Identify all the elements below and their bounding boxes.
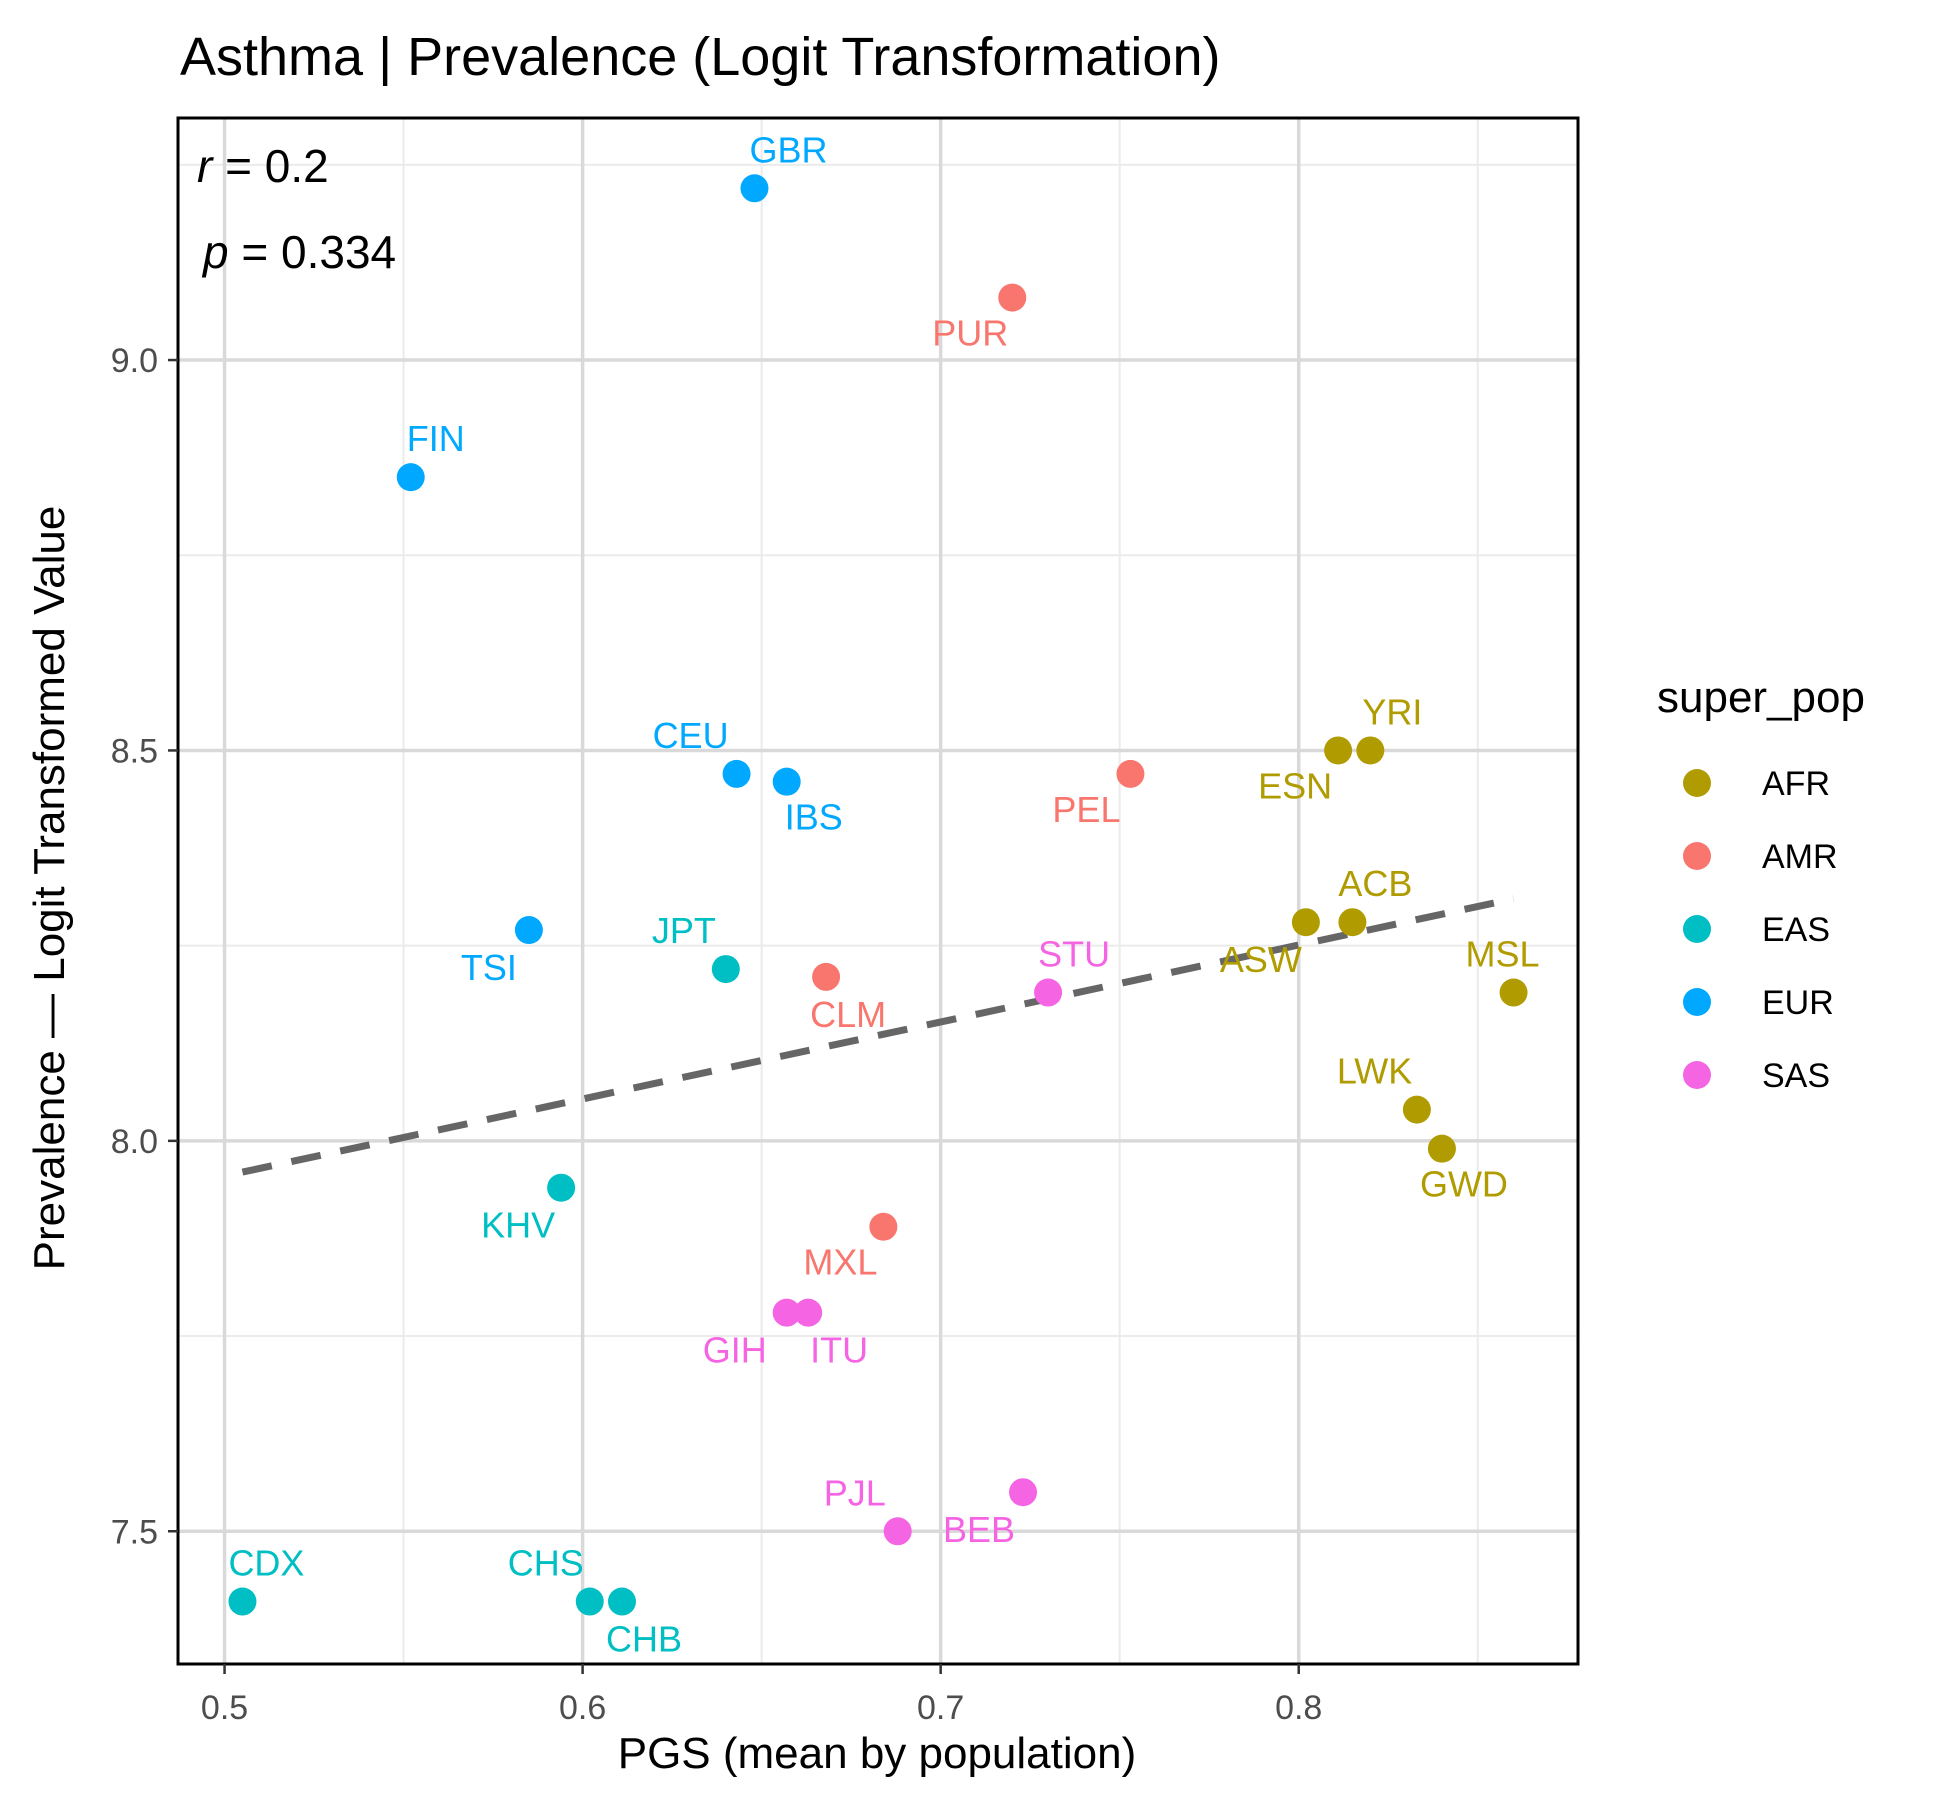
point-label-gih: GIH: [703, 1330, 767, 1371]
x-axis-ticks: 0.5 0.6 0.7 0.8: [201, 1664, 1322, 1727]
point-khv: [547, 1173, 576, 1202]
point-label-acb: ACB: [1338, 863, 1412, 904]
trend-line: [241, 895, 1515, 1176]
point-asw: [1291, 908, 1320, 937]
point-stu: [1034, 978, 1063, 1007]
point-label-chs: CHS: [508, 1543, 584, 1584]
y-tick-label: 7.5: [111, 1513, 158, 1551]
point-label-ibs: IBS: [785, 797, 843, 838]
point-label-itu: ITU: [810, 1330, 868, 1371]
point-gih: [772, 1298, 801, 1327]
point-label-mxl: MXL: [803, 1242, 877, 1283]
legend-key-eur: [1683, 988, 1711, 1016]
point-pel: [1116, 759, 1145, 788]
legend-label-eur: EUR: [1762, 984, 1834, 1022]
x-tick-label: 0.7: [917, 1689, 964, 1727]
point-yri: [1356, 736, 1385, 765]
point-label-pur: PUR: [932, 313, 1008, 354]
chart-title: Asthma | Prevalence (Logit Transformatio…: [180, 27, 1220, 87]
y-axis-title: Prevalence — Logit Transformed Value: [25, 506, 74, 1271]
legend-key-afr: [1683, 769, 1711, 797]
p-value: = 0.334: [229, 226, 397, 278]
point-label-gbr: GBR: [749, 129, 827, 170]
point-ceu: [722, 759, 751, 788]
point-cdx: [228, 1587, 257, 1616]
point-chs: [575, 1587, 604, 1616]
point-itu: [794, 1298, 823, 1327]
y-tick-label: 9.0: [111, 342, 158, 380]
point-clm: [812, 962, 841, 991]
y-tick-label: 8.0: [111, 1123, 158, 1161]
point-label-yri: YRI: [1362, 691, 1422, 732]
legend-label-amr: AMR: [1762, 838, 1838, 876]
point-chb: [607, 1587, 636, 1616]
x-tick-label: 0.5: [201, 1689, 248, 1727]
point-ibs: [772, 767, 801, 796]
point-beb: [1009, 1478, 1038, 1507]
point-label-esn: ESN: [1258, 765, 1332, 806]
point-label-pel: PEL: [1052, 789, 1120, 830]
r-symbol: r: [197, 140, 214, 192]
point-fin: [396, 463, 425, 492]
point-label-cdx: CDX: [228, 1543, 304, 1584]
point-label-khv: KHV: [481, 1205, 555, 1246]
point-label-lwk: LWK: [1337, 1051, 1412, 1092]
data-points: [228, 174, 1528, 1616]
point-mxl: [869, 1212, 898, 1241]
point-label-stu: STU: [1038, 934, 1110, 975]
point-label-jpt: JPT: [652, 910, 716, 951]
point-label-pjl: PJL: [824, 1472, 886, 1513]
point-pjl: [883, 1517, 912, 1546]
legend-label-eas: EAS: [1762, 911, 1830, 949]
point-label-ceu: CEU: [653, 715, 729, 756]
point-gbr: [740, 174, 769, 203]
point-gwd: [1427, 1134, 1456, 1163]
p-symbol: p: [201, 226, 229, 278]
point-label-msl: MSL: [1466, 934, 1540, 975]
point-label-gwd: GWD: [1420, 1164, 1508, 1205]
point-acb: [1338, 908, 1367, 937]
panel-border: [176, 116, 1580, 1666]
point-label-asw: ASW: [1220, 939, 1302, 980]
point-label-fin: FIN: [407, 418, 465, 459]
point-tsi: [514, 916, 543, 945]
trend-line-group: [241, 895, 1515, 1176]
y-tick-label: 8.5: [111, 732, 158, 770]
x-axis-title: PGS (mean by population): [618, 1729, 1137, 1778]
legend-label-afr: AFR: [1762, 765, 1830, 803]
point-esn: [1324, 736, 1353, 765]
point-msl: [1499, 978, 1528, 1007]
point-label-chb: CHB: [606, 1619, 682, 1660]
legend-key-amr: [1683, 842, 1711, 870]
point-labels: GBR PUR FIN CEU IBS PEL ESN YRI TSI JPT CLM STU ASW A…: [228, 129, 1539, 1659]
r-statistic: r = 0.2: [197, 140, 329, 192]
legend: AFR AMR EAS EUR SAS: [1683, 765, 1838, 1095]
grid-lines: [178, 118, 1578, 1664]
point-jpt: [711, 955, 740, 984]
point-pur: [998, 283, 1027, 312]
point-label-tsi: TSI: [461, 947, 517, 988]
legend-title: super_pop: [1657, 673, 1865, 722]
p-statistic: p = 0.334: [201, 226, 396, 278]
point-lwk: [1402, 1095, 1431, 1124]
point-label-beb: BEB: [943, 1509, 1015, 1550]
point-label-clm: CLM: [810, 994, 886, 1035]
x-tick-label: 0.6: [559, 1689, 606, 1727]
legend-label-sas: SAS: [1762, 1057, 1830, 1095]
r-value: = 0.2: [212, 140, 328, 192]
x-tick-label: 0.8: [1275, 1689, 1322, 1727]
legend-key-eas: [1683, 915, 1711, 943]
legend-key-sas: [1683, 1061, 1711, 1089]
y-axis-ticks: 7.5 8.0 8.5 9.0: [111, 342, 178, 1551]
